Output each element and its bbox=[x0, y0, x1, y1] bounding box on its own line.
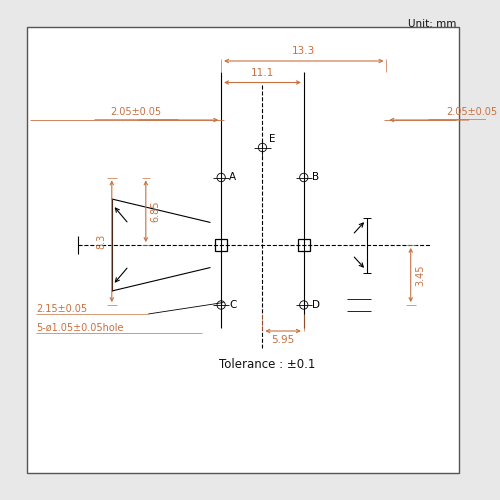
Text: E: E bbox=[269, 134, 276, 143]
Text: 8.3: 8.3 bbox=[96, 234, 106, 249]
Text: A: A bbox=[230, 172, 236, 182]
Text: D: D bbox=[312, 300, 320, 310]
Bar bbox=[298, 239, 310, 252]
Text: B: B bbox=[312, 172, 319, 182]
Text: 2.05±0.05: 2.05±0.05 bbox=[446, 107, 497, 117]
Text: Tolerance : ±0.1: Tolerance : ±0.1 bbox=[219, 358, 316, 370]
Text: 2.15±0.05: 2.15±0.05 bbox=[36, 304, 88, 314]
Text: 5.95: 5.95 bbox=[272, 335, 295, 345]
Text: 2.05±0.05: 2.05±0.05 bbox=[110, 107, 162, 117]
Text: Unit: mm: Unit: mm bbox=[408, 19, 456, 29]
Text: 11.1: 11.1 bbox=[251, 68, 274, 78]
Text: 5-ø1.05±0.05hole: 5-ø1.05±0.05hole bbox=[36, 322, 124, 332]
Bar bbox=[215, 239, 227, 252]
Text: 6.85: 6.85 bbox=[150, 200, 160, 222]
FancyBboxPatch shape bbox=[26, 28, 460, 472]
Text: 3.45: 3.45 bbox=[416, 264, 426, 286]
Text: 13.3: 13.3 bbox=[292, 46, 316, 56]
Text: C: C bbox=[230, 300, 237, 310]
